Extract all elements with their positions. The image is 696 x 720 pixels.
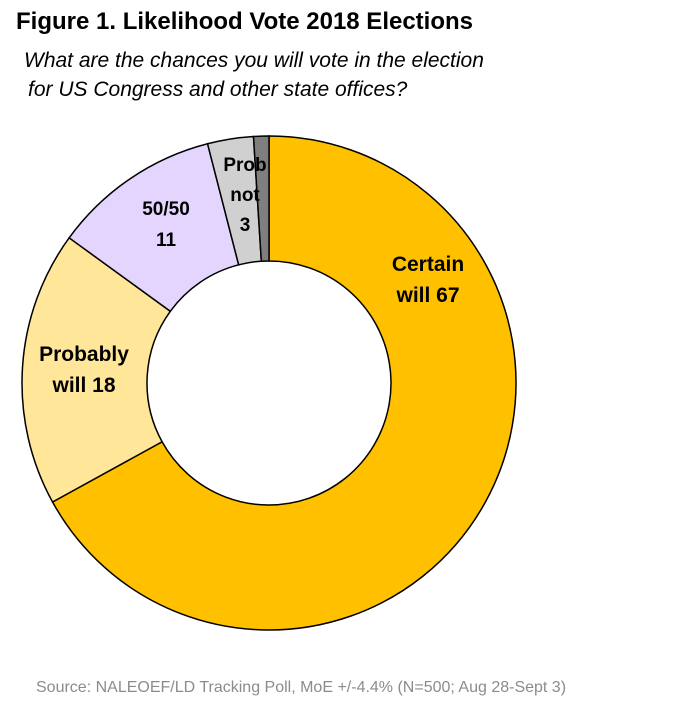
slice-label-3-line-1: not — [230, 185, 260, 206]
chart-subtitle: What are the chances you will vote in th… — [24, 46, 484, 104]
slice-label-2: 50/50 11 — [142, 199, 190, 251]
source-note: Source: NALEOEF/LD Tracking Poll, MoE +/… — [36, 679, 567, 696]
slice-label-3-line-2: 3 — [240, 215, 251, 236]
slice-label-0-line-1: will 67 — [395, 284, 459, 307]
slice-label-3-line-0: Prob — [223, 155, 266, 176]
subtitle-line-2: for US Congress and other state offices? — [28, 78, 408, 101]
donut-slice-4 — [252, 135, 270, 263]
donut-slice-1 — [21, 236, 172, 504]
subtitle-line-1: What are the chances you will vote in th… — [24, 49, 484, 72]
slice-label-1-line-1: will 18 — [51, 374, 115, 397]
slice-label-1-line-0: Probably — [39, 343, 129, 366]
chart-title: Figure 1. Likelihood Vote 2018 Elections — [16, 8, 474, 35]
slice-label-1: Probably will 18 — [39, 343, 129, 397]
donut-slice-0 — [51, 135, 517, 631]
donut-chart: Certain will 67 Probably will 18 50/50 11 Prob… — [21, 135, 517, 631]
slice-label-2-line-1: 11 — [156, 230, 177, 251]
slice-label-0: Certain will 67 — [392, 253, 464, 307]
slice-label-2-line-0: 50/50 — [142, 199, 190, 220]
slice-label-3: Prob not 3 — [223, 155, 266, 236]
slice-label-0-line-0: Certain — [392, 253, 464, 276]
